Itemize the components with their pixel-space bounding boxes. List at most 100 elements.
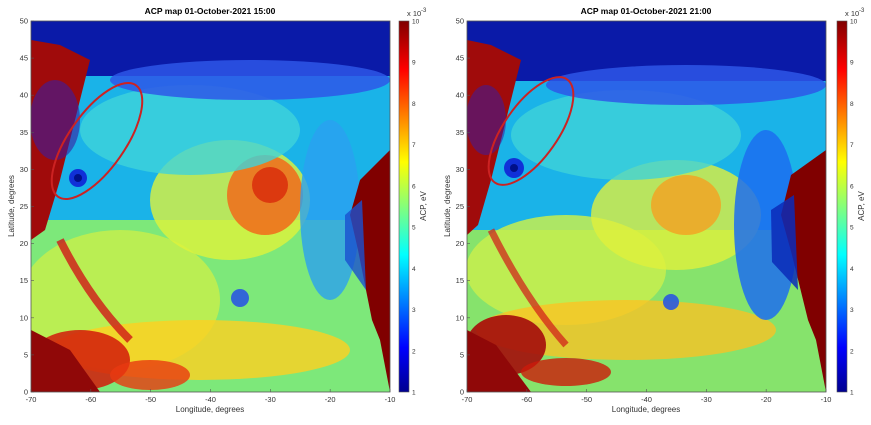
x-tick-label: -20 (325, 395, 336, 404)
coastal-blue (771, 195, 798, 290)
y-tick-label: 0 (460, 388, 464, 397)
south-america-land (467, 330, 531, 392)
north-blue-transition (110, 60, 390, 100)
x-tick-label: -20 (761, 395, 772, 404)
x-ticks: -70 -60 -50 -40 -30 -20 -10 (26, 389, 396, 404)
y-ticks: 0 5 10 15 20 25 30 35 40 45 50 (20, 17, 34, 397)
y-tick-label: 10 (20, 313, 28, 322)
north-blue-transition (546, 65, 826, 105)
colorbar-tick-label: 4 (412, 266, 416, 273)
colorbar-exponent: -3 (421, 8, 427, 14)
y-tick-label: 25 (20, 202, 28, 211)
mid-atlantic-cyan (511, 90, 741, 180)
red-filament (56, 238, 133, 343)
colorbar-tick-label: 6 (850, 183, 854, 190)
south-red (110, 360, 190, 390)
x-tick-label: -10 (385, 395, 396, 404)
y-tick-label: 20 (456, 239, 464, 248)
colorbar-tick-label: 10 (850, 19, 858, 26)
colorbar-tick-label: 4 (850, 266, 854, 273)
y-ticks: 0 5 10 15 20 25 30 35 40 45 50 (456, 17, 470, 397)
x-tick-label: -50 (145, 395, 156, 404)
y-tick-label: 30 (456, 165, 464, 174)
y-tick-label: 5 (460, 350, 464, 359)
y-tick-label: 25 (456, 202, 464, 211)
colorbar-tick-label: 7 (850, 142, 854, 149)
west-storm-core (467, 85, 506, 155)
coastal-blue (345, 200, 366, 290)
lower-swirl (231, 289, 249, 307)
colorbar-exponent: -3 (859, 8, 865, 14)
acp-map-right-svg: ACP map 01-October-2021 21:00 (443, 6, 866, 414)
central-red (252, 167, 288, 203)
acp-map-right: ACP map 01-October-2021 21:00 (436, 0, 871, 425)
map-title: ACP map 01-October-2021 15:00 (145, 6, 276, 16)
x-tick-label: -50 (581, 395, 592, 404)
y-tick-label: 0 (24, 388, 28, 397)
y-tick-label: 45 (456, 54, 464, 63)
x-tick-label: -10 (821, 395, 832, 404)
colorbar-tick-label: 5 (412, 225, 416, 232)
colorbar-ticks: 1 2 3 4 5 6 7 8 9 10 (850, 19, 858, 397)
colorbar-tick-label: 1 (412, 390, 416, 397)
colorbar-label: ACP, eV (857, 191, 866, 221)
colorbar-tick-label: 8 (412, 101, 416, 108)
y-tick-label: 50 (20, 17, 28, 26)
hurricane-core (510, 164, 518, 172)
y-tick-label: 30 (20, 165, 28, 174)
x-ticks: -70 -60 -50 -40 -30 -20 -10 (462, 389, 832, 404)
x-axis-label: Longitude, degrees (176, 405, 245, 414)
lower-swirl (663, 294, 679, 310)
y-axis-label: Latitude, degrees (443, 175, 452, 237)
colorbar-tick-label: 2 (850, 348, 854, 355)
colorbar-tick-label: 9 (412, 60, 416, 67)
colorbar-label: ACP, eV (419, 191, 428, 221)
red-filament (487, 228, 569, 348)
itcz-band (476, 300, 776, 360)
y-tick-label: 40 (20, 91, 28, 100)
y-tick-label: 45 (20, 54, 28, 63)
colorbar-ticks: 1 2 3 4 5 6 7 8 9 10 (412, 19, 420, 397)
map-title: ACP map 01-October-2021 21:00 (581, 6, 712, 16)
heatmap-field (467, 21, 826, 392)
x-tick-label: -70 (462, 395, 473, 404)
y-tick-label: 10 (456, 313, 464, 322)
colorbar-tick-label: 3 (850, 307, 854, 314)
x-tick-label: -30 (265, 395, 276, 404)
x-tick-label: -60 (85, 395, 96, 404)
south-america-land (31, 330, 100, 392)
heatmap-field (31, 21, 390, 392)
y-tick-label: 5 (24, 350, 28, 359)
colorbar-exponent-base: x 10 (407, 9, 421, 18)
y-axis-label: Latitude, degrees (7, 175, 16, 237)
colorbar-tick-label: 3 (412, 307, 416, 314)
x-tick-label: -70 (26, 395, 37, 404)
x-axis-label: Longitude, degrees (612, 405, 681, 414)
hurricane-core (74, 174, 82, 182)
colorbar (836, 20, 848, 393)
y-tick-label: 35 (20, 128, 28, 137)
mid-atlantic-cyan (80, 85, 300, 175)
y-tick-label: 35 (456, 128, 464, 137)
y-tick-label: 15 (20, 276, 28, 285)
y-tick-label: 15 (456, 276, 464, 285)
x-tick-label: -40 (205, 395, 216, 404)
acp-map-left: ACP map 01-October-2021 15:00 (0, 0, 430, 425)
annotation-ellipse (487, 76, 575, 186)
colorbar-tick-label: 10 (412, 19, 420, 26)
y-tick-label: 40 (456, 91, 464, 100)
annotation-ellipse (50, 82, 144, 200)
colorbar-exponent-base: x 10 (845, 9, 859, 18)
y-tick-label: 50 (456, 17, 464, 26)
colorbar-tick-label: 5 (850, 225, 854, 232)
colorbar-tick-label: 8 (850, 101, 854, 108)
y-tick-label: 20 (20, 239, 28, 248)
colorbar-tick-label: 1 (850, 390, 854, 397)
colorbar-tick-label: 7 (412, 142, 416, 149)
x-tick-label: -60 (521, 395, 532, 404)
colorbar-tick-label: 6 (412, 183, 416, 190)
colorbar-tick-label: 2 (412, 348, 416, 355)
south-red (521, 358, 611, 386)
x-tick-label: -40 (641, 395, 652, 404)
acp-map-left-svg: ACP map 01-October-2021 15:00 (7, 6, 428, 414)
